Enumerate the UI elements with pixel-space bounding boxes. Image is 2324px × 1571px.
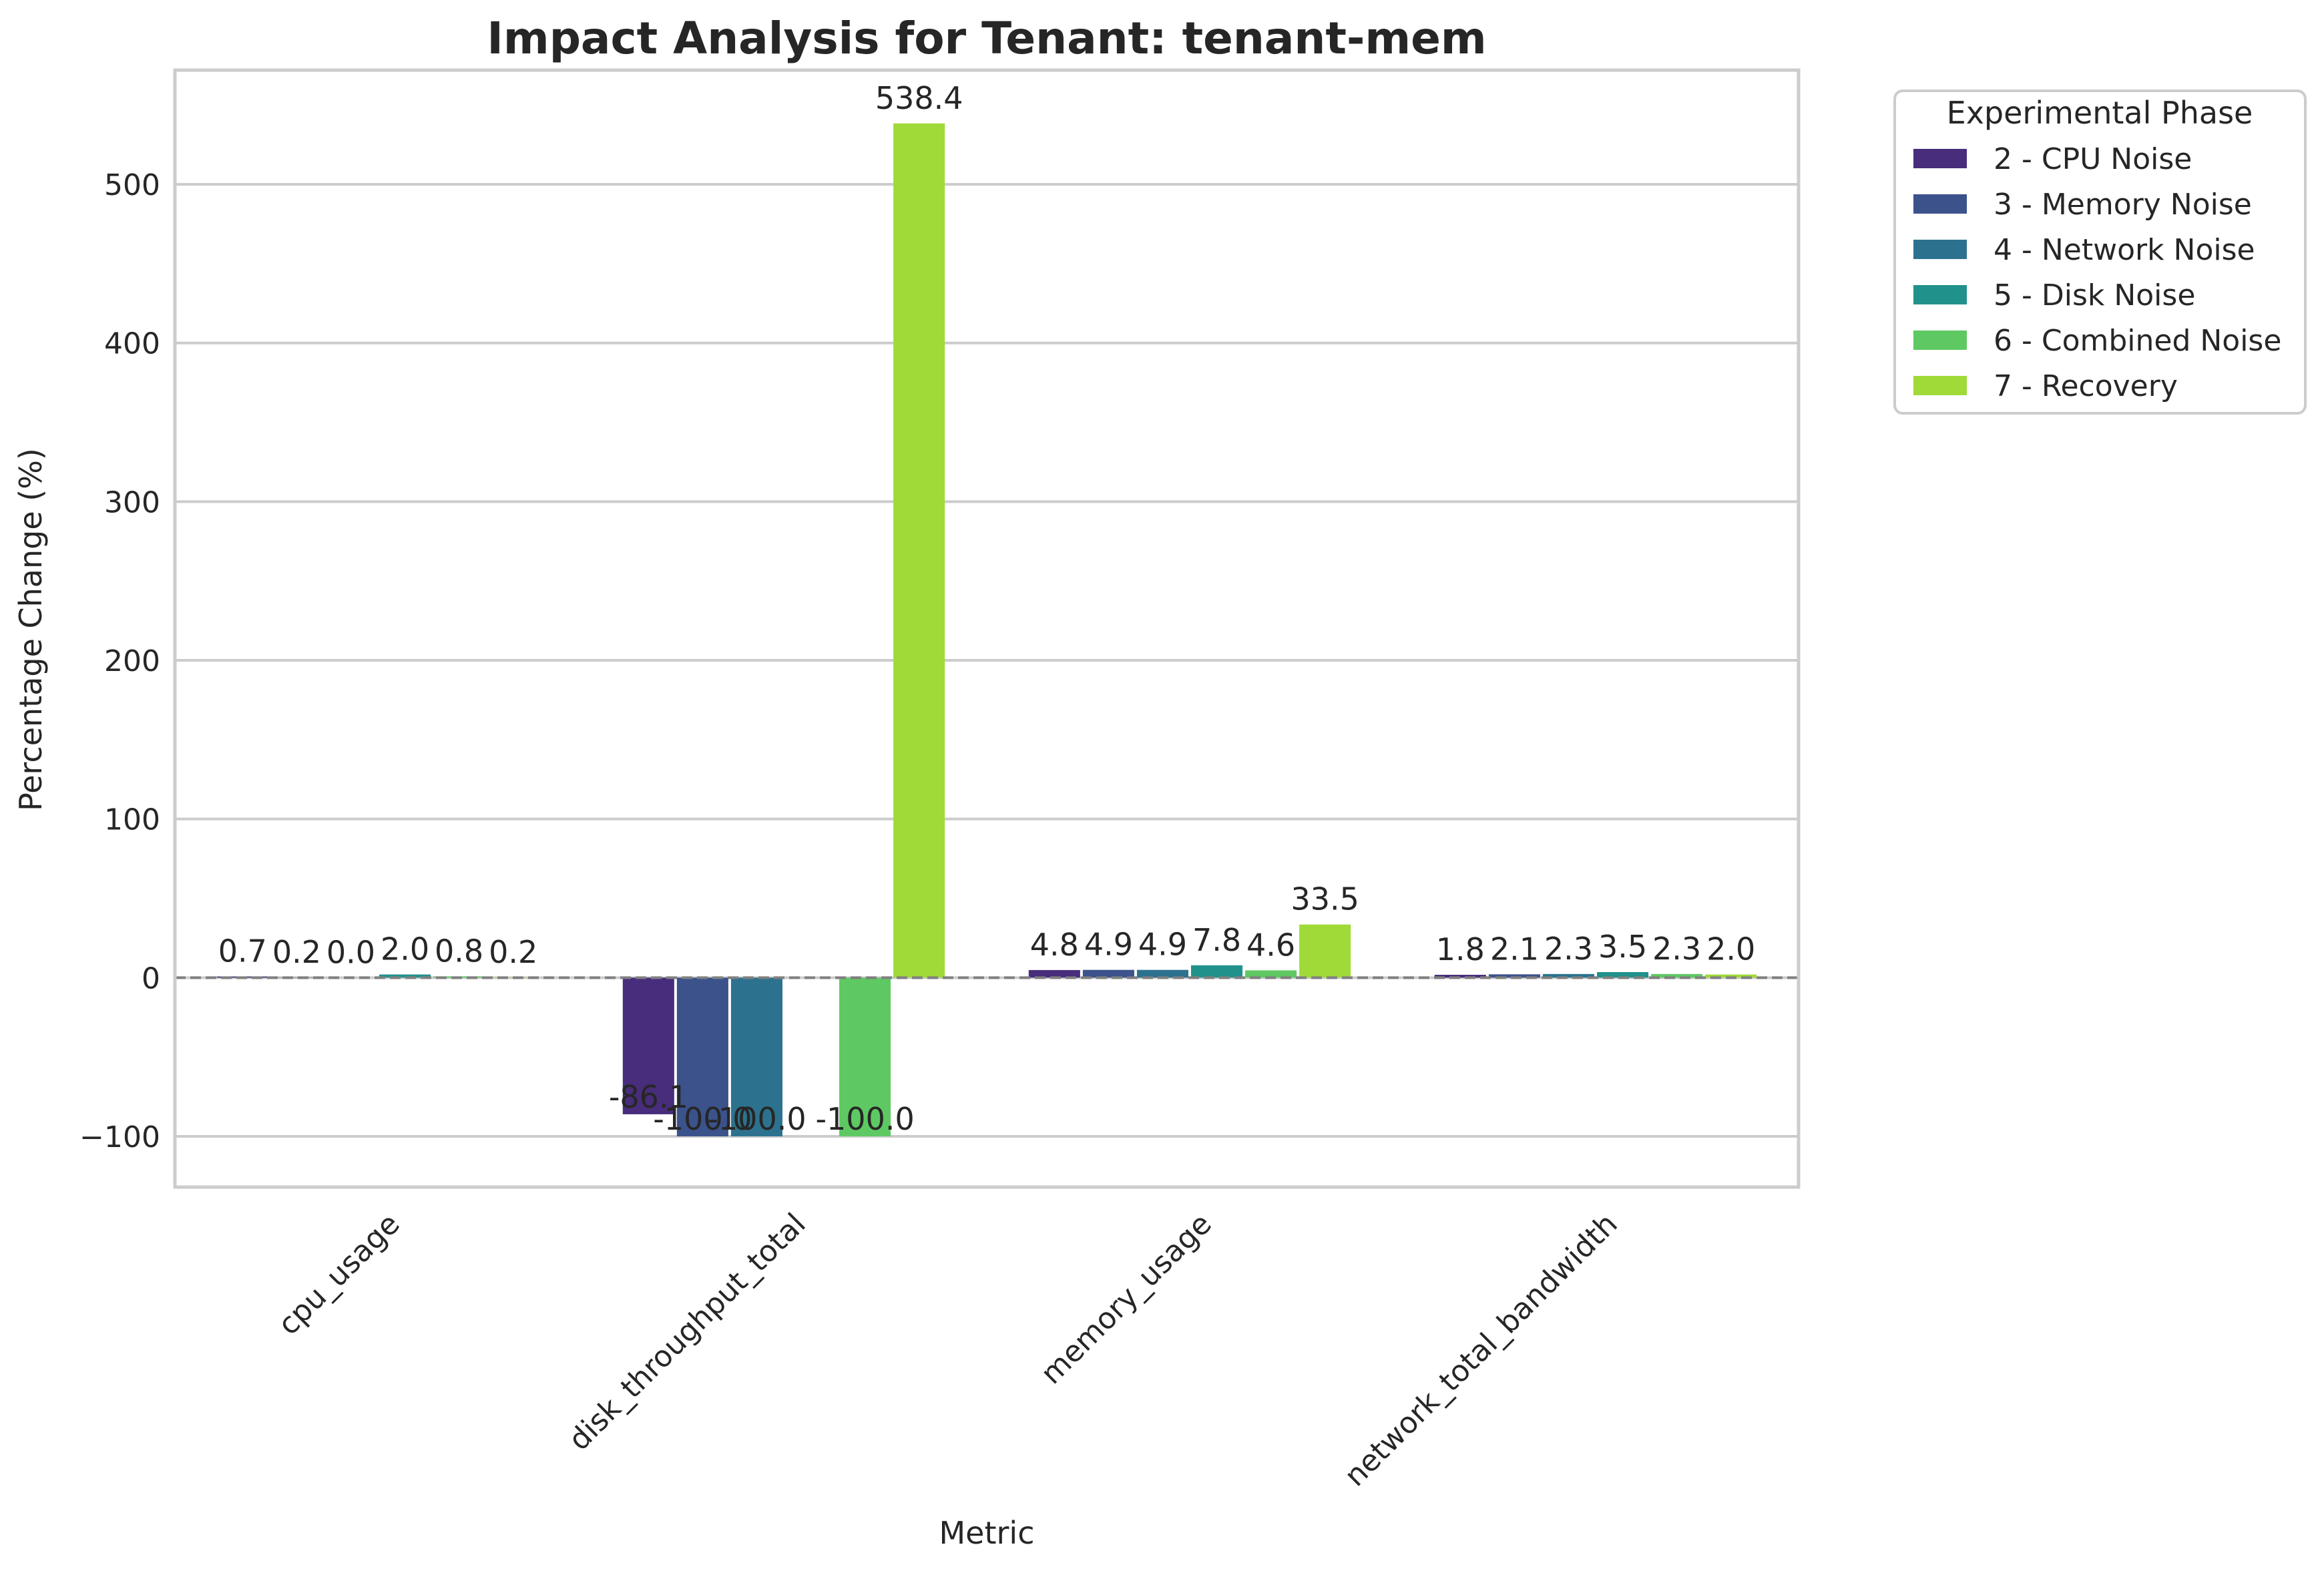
legend-entry-label: 7 - Recovery bbox=[1994, 369, 2178, 403]
y-axis-ticks: −100 0 100 200 300 400 500 bbox=[79, 168, 160, 1154]
bar-value-label: -100.0 bbox=[653, 1101, 752, 1137]
bar-value-label: 2.0 bbox=[1706, 931, 1755, 967]
y-tick-label: 0 bbox=[142, 961, 160, 995]
x-tick-label: memory_usage bbox=[1034, 1207, 1218, 1391]
legend-swatch bbox=[1913, 330, 1967, 350]
bar-value-label: -100.0 bbox=[815, 1101, 914, 1137]
bar bbox=[1082, 969, 1134, 978]
bar-value-label: 0.0 bbox=[326, 934, 375, 970]
bar-value-label: 2.3 bbox=[1652, 931, 1701, 967]
bar bbox=[1028, 969, 1080, 978]
legend-swatch bbox=[1913, 240, 1967, 259]
x-axis-ticks: cpu_usage disk_throughput_total memory_usa… bbox=[272, 1207, 1624, 1494]
bar bbox=[1705, 974, 1757, 978]
legend-entry-label: 6 - Combined Noise bbox=[1994, 324, 2281, 358]
y-tick-label: 500 bbox=[104, 168, 160, 202]
y-tick-label: 400 bbox=[104, 327, 160, 361]
bar bbox=[676, 977, 728, 1136]
y-tick-label: −100 bbox=[79, 1120, 160, 1154]
bar-value-label: 33.5 bbox=[1291, 881, 1359, 917]
bar bbox=[1542, 973, 1594, 978]
legend-swatch bbox=[1913, 194, 1967, 214]
bar-value-label: 0.8 bbox=[435, 933, 483, 969]
bar-value-label: 3.5 bbox=[1598, 929, 1647, 965]
bar bbox=[1597, 971, 1649, 978]
bar bbox=[1651, 973, 1703, 978]
bar bbox=[1488, 974, 1540, 978]
bar bbox=[730, 977, 782, 1136]
legend-entry-label: 2 - CPU Noise bbox=[1994, 142, 2192, 176]
bars bbox=[216, 123, 1757, 1136]
y-tick-label: 200 bbox=[104, 644, 160, 678]
bar-value-label: 2.0 bbox=[381, 931, 429, 967]
bar-value-label: -86.1 bbox=[609, 1079, 688, 1115]
legend-entry-label: 3 - Memory Noise bbox=[1994, 188, 2252, 222]
bar-value-label: 4.6 bbox=[1246, 927, 1295, 963]
bar-value-label: 7.8 bbox=[1192, 922, 1241, 958]
bar-value-label: 4.8 bbox=[1030, 927, 1079, 963]
legend-frame bbox=[1893, 89, 2307, 415]
legend-title: Experimental Phase bbox=[1947, 95, 2253, 131]
bar-value-label: -100.0 bbox=[707, 1101, 806, 1137]
bar bbox=[1136, 969, 1188, 978]
bar bbox=[1245, 970, 1297, 978]
legend-items: 2 - CPU Noise 3 - Memory Noise 4 - Network… bbox=[1913, 142, 2281, 403]
bar-value-label: 2.3 bbox=[1544, 931, 1593, 967]
bar-value-label: 4.9 bbox=[1138, 927, 1187, 963]
y-axis-label: Percentage Change (%) bbox=[13, 448, 49, 811]
bar bbox=[1299, 924, 1351, 978]
bar bbox=[893, 123, 945, 978]
legend-entry-label: 4 - Network Noise bbox=[1994, 233, 2255, 267]
y-tick-label: 100 bbox=[104, 803, 160, 837]
bar-value-label: 2.1 bbox=[1490, 931, 1539, 967]
legend-swatch bbox=[1913, 149, 1967, 168]
bar-value-label: 0.2 bbox=[272, 934, 321, 970]
plot-frame bbox=[173, 68, 1801, 1189]
x-tick-label: cpu_usage bbox=[272, 1207, 407, 1342]
legend-swatch bbox=[1913, 376, 1967, 395]
y-tick-label: 300 bbox=[104, 485, 160, 519]
bar-value-label: 0.2 bbox=[489, 934, 537, 970]
bar bbox=[1191, 965, 1243, 978]
bar-value-label: 0.7 bbox=[218, 933, 267, 969]
gridlines bbox=[175, 183, 1799, 1138]
legend: Experimental Phase 2 - CPU Noise 3 - Memo… bbox=[1893, 89, 2307, 415]
bar bbox=[839, 977, 891, 1136]
bar-value-label: 4.9 bbox=[1084, 927, 1133, 963]
legend-swatch bbox=[1913, 285, 1967, 304]
bar-value-label: 1.8 bbox=[1436, 931, 1485, 967]
x-axis-label: Metric bbox=[939, 1515, 1034, 1551]
bar-value-label: 538.4 bbox=[875, 80, 963, 116]
chart-title: Impact Analysis for Tenant: tenant-mem bbox=[487, 13, 1486, 64]
bar bbox=[622, 977, 674, 1114]
legend-entry-label: 5 - Disk Noise bbox=[1994, 278, 2195, 312]
bar bbox=[1434, 975, 1486, 978]
bar-value-labels: 0.7 -86.1 4.8 1.8 0.2 -100.0 4.9 2.1 0.0 -100.0 4.… bbox=[218, 80, 1755, 1137]
x-tick-label: disk_throughput_total bbox=[562, 1207, 812, 1457]
bar bbox=[379, 974, 431, 978]
x-tick-label: network_total_bandwidth bbox=[1338, 1207, 1624, 1494]
